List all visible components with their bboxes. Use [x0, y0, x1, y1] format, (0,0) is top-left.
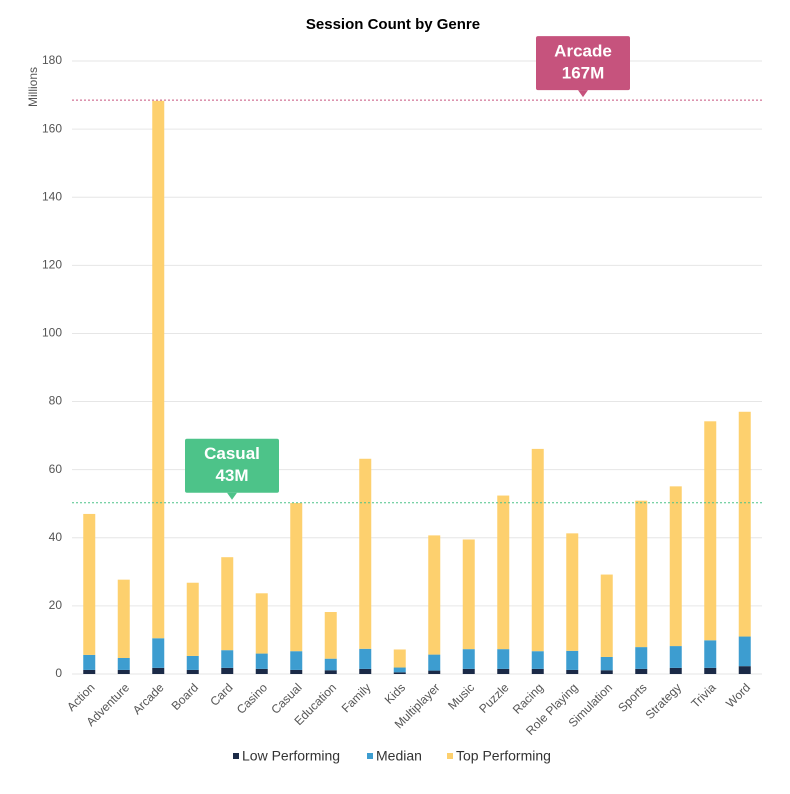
y-tick-label: 20 — [49, 598, 63, 612]
bar-segment — [635, 668, 648, 674]
bar-segment — [531, 668, 544, 674]
x-tick-label: Puzzle — [476, 680, 512, 716]
annotation-label: Arcade — [554, 42, 612, 61]
legend-swatch — [367, 753, 373, 759]
bar-segment — [186, 655, 199, 670]
bar-segment — [600, 670, 613, 674]
bar-segment — [428, 654, 441, 671]
bar-segment — [635, 647, 648, 669]
bar-segment — [497, 649, 510, 669]
bar-segment — [566, 650, 579, 670]
bar-segment — [255, 593, 268, 654]
legend-label: Low Performing — [242, 748, 340, 764]
bar-segment — [393, 672, 406, 674]
x-tick-label: Family — [339, 680, 374, 715]
bar-segment — [393, 667, 406, 673]
x-tick-label: Casino — [234, 680, 271, 717]
x-tick-label: Kids — [382, 680, 408, 706]
y-tick-label: 80 — [49, 394, 63, 408]
annotation-value: 43M — [215, 466, 248, 485]
annotation-pointer — [227, 492, 237, 500]
bar-segment — [600, 574, 613, 657]
bar-segment — [669, 646, 682, 668]
chart-title: Session Count by Genre — [306, 16, 480, 33]
bar-segment — [497, 668, 510, 674]
bar-segment — [497, 495, 510, 650]
annotation-value: 167M — [562, 64, 605, 83]
bar-segment — [566, 533, 579, 651]
legend-label: Median — [376, 748, 422, 764]
x-tick-label: Board — [169, 680, 202, 713]
y-tick-label: 40 — [49, 530, 63, 544]
annotation-box — [185, 438, 279, 493]
bar-segment — [324, 658, 337, 671]
bar-segment — [152, 100, 165, 639]
bar-segment — [290, 503, 303, 652]
bar-segment — [152, 638, 165, 668]
bar-segment — [635, 500, 648, 648]
bar-segment — [221, 667, 234, 674]
legend-swatch — [233, 753, 239, 759]
x-tick-label: Trivia — [688, 680, 719, 711]
bar-segment — [669, 667, 682, 674]
bar-segment — [290, 651, 303, 670]
y-tick-label: 120 — [42, 258, 62, 272]
bar-segment — [704, 421, 717, 641]
x-tick-label: Strategy — [643, 680, 685, 722]
y-tick-label: 160 — [42, 121, 62, 135]
bar-segment — [566, 669, 579, 674]
bar-segment — [186, 669, 199, 674]
y-tick-label: 140 — [42, 189, 62, 203]
bar-segment — [669, 486, 682, 647]
bar-segment — [83, 654, 96, 670]
bar-segment — [704, 640, 717, 668]
bar-segment — [428, 670, 441, 674]
bar-segment — [359, 648, 372, 669]
x-tick-label: Card — [207, 680, 235, 708]
x-tick-label: Word — [723, 680, 753, 710]
x-tick-label: Arcade — [130, 680, 167, 717]
y-axis-label: Millions — [26, 67, 40, 107]
bar-segment — [738, 411, 751, 637]
bar-segment — [255, 653, 268, 669]
bar-segment — [462, 539, 475, 650]
bar-segment — [359, 668, 372, 674]
y-tick-label: 0 — [55, 666, 62, 680]
y-tick-label: 100 — [42, 326, 62, 340]
bar-segment — [290, 669, 303, 674]
bar-segment — [531, 651, 544, 669]
y-tick-label: 60 — [49, 462, 63, 476]
x-tick-label: Music — [445, 680, 477, 712]
bar-segment — [83, 513, 96, 655]
annotation-pointer — [578, 90, 588, 98]
bar-segment — [221, 557, 234, 651]
bar-segment — [117, 657, 130, 670]
y-tick-label: 180 — [42, 53, 62, 67]
bar-segment — [462, 649, 475, 669]
bar-segment — [393, 649, 406, 668]
bar-segment — [117, 579, 130, 658]
annotation-box — [536, 36, 630, 91]
bar-segment — [221, 650, 234, 668]
bar-segment — [704, 667, 717, 674]
bar-segment — [359, 458, 372, 649]
bar-segment — [462, 668, 475, 674]
bar-segment — [186, 582, 199, 656]
legend-swatch — [447, 753, 453, 759]
bar-segment — [324, 612, 337, 659]
bar-segment — [152, 667, 165, 674]
legend-label: Top Performing — [456, 748, 551, 764]
bar-segment — [738, 636, 751, 667]
bar-segment — [255, 668, 268, 674]
bar-segment — [83, 669, 96, 674]
bar-segment — [600, 656, 613, 671]
annotation-label: Casual — [204, 444, 260, 463]
bar-segment — [738, 666, 751, 674]
bar-segment — [117, 669, 130, 674]
bar-segment — [531, 448, 544, 652]
bar-segment — [428, 535, 441, 655]
bar-segment — [324, 670, 337, 674]
